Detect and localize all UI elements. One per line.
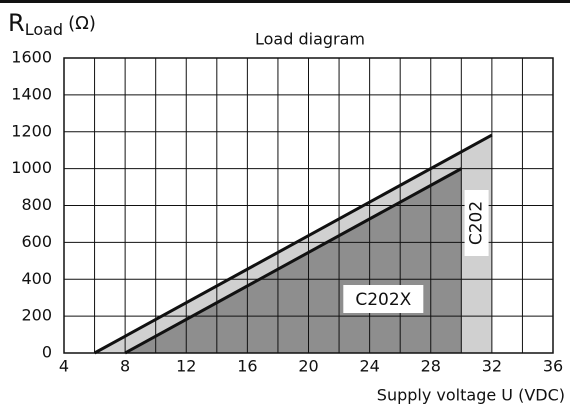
- series-label: C202X: [355, 290, 411, 310]
- y-tick-label: 1600: [11, 48, 52, 67]
- y-tick-label: 400: [21, 269, 52, 288]
- label-box: [464, 190, 489, 256]
- x-axis-label: Supply voltage U (VDC): [377, 386, 565, 405]
- x-tick-label: 12: [176, 357, 196, 376]
- limit-line: [93, 133, 493, 355]
- y-axis-label: RLoad (Ω): [8, 9, 96, 39]
- series-label: C202: [467, 201, 487, 245]
- x-tick-label: 28: [421, 357, 441, 376]
- limit-line: [124, 167, 463, 355]
- y-tick-label: 200: [21, 306, 52, 325]
- y-tick-label: 600: [21, 232, 52, 251]
- top-rule: [0, 0, 570, 3]
- x-tick-label: 20: [298, 357, 318, 376]
- y-tick-label: 1000: [11, 158, 52, 177]
- x-tick-label: 8: [120, 357, 130, 376]
- plot-frame: [63, 57, 554, 354]
- x-tick-label: 16: [237, 357, 257, 376]
- x-tick-label: 32: [482, 357, 502, 376]
- y-label-symbol: R: [8, 9, 25, 37]
- x-tick-label: 36: [543, 357, 563, 376]
- label-box: [343, 285, 424, 313]
- y-tick-label: 1400: [11, 84, 52, 103]
- y-tick-label: 0: [42, 343, 52, 362]
- x-tick-label: 4: [59, 357, 69, 376]
- y-label-subscript: Load: [25, 20, 63, 39]
- y-tick-label: 1200: [11, 121, 52, 140]
- y-tick-label: 800: [21, 195, 52, 214]
- chart-title: Load diagram: [255, 30, 365, 49]
- y-label-unit: (Ω): [68, 13, 96, 34]
- x-tick-label: 24: [359, 357, 379, 376]
